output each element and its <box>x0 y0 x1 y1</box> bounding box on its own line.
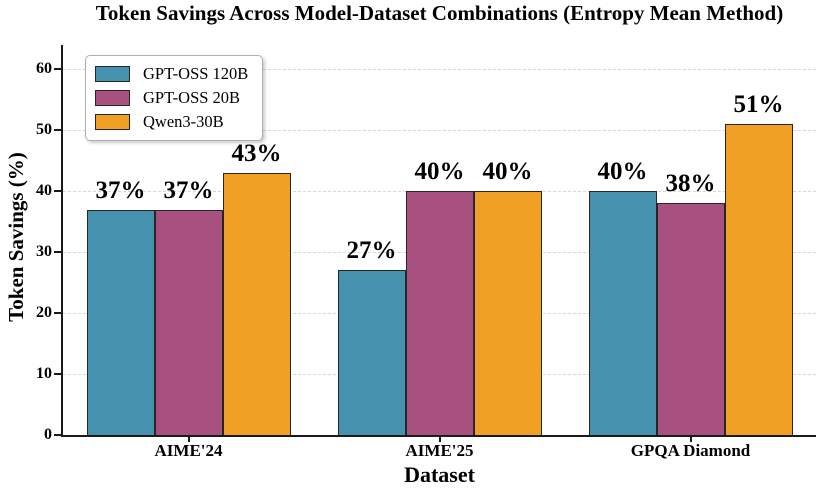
bar-value-label: 51% <box>733 91 784 119</box>
y-tick-mark-40 <box>54 190 61 193</box>
y-tick-mark-50 <box>54 129 61 132</box>
x-axis-spine <box>61 435 816 437</box>
chart-title: Token Savings Across Model-Dataset Combi… <box>95 1 784 25</box>
bar-value-label: 40% <box>482 158 533 186</box>
legend-label: Qwen3-30B <box>143 112 224 131</box>
y-tick-label-60: 60 <box>36 60 52 78</box>
bar-gpt-oss-20b-3 <box>656 203 725 436</box>
y-tick-label-30: 30 <box>36 243 52 261</box>
bar-gpt-oss-120b-1 <box>86 209 155 436</box>
bar-value-label: 38% <box>665 170 716 198</box>
legend-item-gpt-oss-20b: GPT-OSS 20B <box>95 86 248 110</box>
gridline-60 <box>63 69 816 71</box>
bar-value-label: 43% <box>231 139 282 167</box>
bar-value-label: 40% <box>414 158 465 186</box>
legend-item-qwen3-30b: Qwen3-30B <box>95 110 248 134</box>
x-tick-label-2: AIME'25 <box>405 441 474 460</box>
x-axis-label: Dataset <box>404 462 475 487</box>
legend-swatch <box>95 114 130 130</box>
bar-value-label: 40% <box>597 158 648 186</box>
bar-value-label: 37% <box>163 176 214 204</box>
bar-gpt-oss-20b-1 <box>154 209 223 436</box>
bar-value-label: 37% <box>95 176 146 204</box>
bar-value-label: 27% <box>346 237 397 265</box>
legend-swatch <box>95 66 130 82</box>
y-tick-mark-30 <box>54 251 61 254</box>
bar-gpt-oss-120b-2 <box>337 270 406 436</box>
legend: GPT-OSS 120B GPT-OSS 20B Qwen3-30B <box>85 55 264 141</box>
x-tick-mark-2 <box>438 436 441 442</box>
y-tick-label-10: 10 <box>36 365 52 383</box>
legend-label: GPT-OSS 20B <box>143 88 241 107</box>
y-tick-label-40: 40 <box>36 182 52 200</box>
x-tick-label-3: GPQA Diamond <box>630 441 751 460</box>
y-tick-label-20: 20 <box>36 304 52 322</box>
y-tick-mark-60 <box>54 68 61 71</box>
y-tick-mark-0 <box>54 434 61 436</box>
x-tick-label-1: AIME'24 <box>154 441 223 460</box>
y-tick-mark-20 <box>54 312 61 315</box>
legend-label: GPT-OSS 120B <box>143 64 249 83</box>
y-axis-spine <box>61 45 63 437</box>
y-tick-label-50: 50 <box>36 121 52 139</box>
y-tick-mark-10 <box>54 373 61 376</box>
bar-qwen3-30b-1 <box>222 172 291 436</box>
x-tick-mark-3 <box>689 436 692 442</box>
bar-gpt-oss-120b-3 <box>588 191 657 436</box>
y-tick-label-0: 0 <box>44 426 52 443</box>
bar-qwen3-30b-3 <box>724 124 793 436</box>
plot-area: 37% 37% 43% 27% 40% 40% 40% 38% 51% <box>63 45 816 436</box>
bar-gpt-oss-20b-2 <box>405 191 474 436</box>
x-tick-mark-1 <box>187 436 190 442</box>
gridline-50 <box>63 130 816 132</box>
legend-item-gpt-oss-120b: GPT-OSS 120B <box>95 62 248 86</box>
legend-swatch <box>95 90 130 106</box>
bar-qwen3-30b-2 <box>473 191 542 436</box>
